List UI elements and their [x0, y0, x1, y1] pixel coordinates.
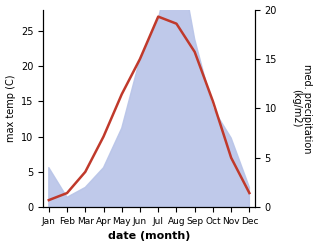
Y-axis label: max temp (C): max temp (C): [5, 75, 16, 142]
Y-axis label: med. precipitation
(kg/m2): med. precipitation (kg/m2): [291, 64, 313, 153]
X-axis label: date (month): date (month): [108, 231, 190, 242]
